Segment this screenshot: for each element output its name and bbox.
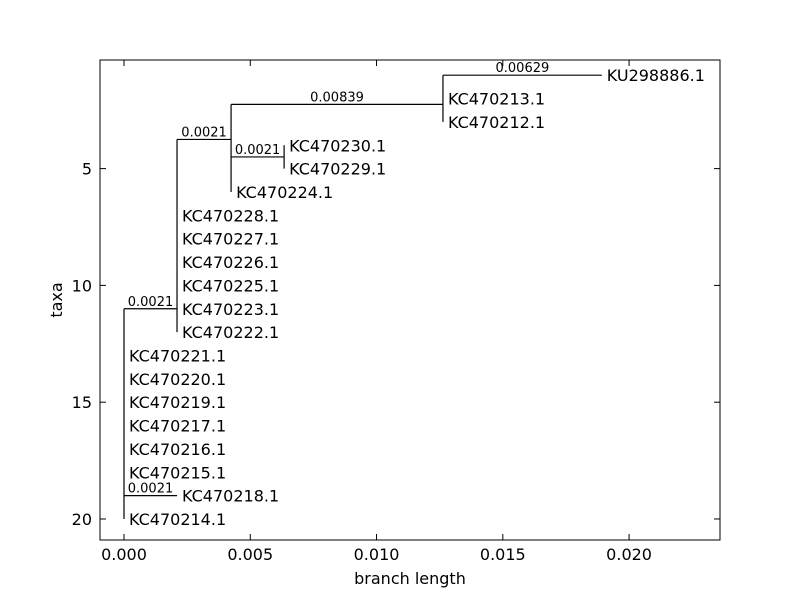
branch-length-label: 0.00839 [310,90,364,105]
leaf-label: KC470218.1 [182,487,279,506]
branch-length-label: 0.0021 [128,482,174,497]
label-layer: 0.0021 0.0021 0.00839 0.00629 0.0021 0.0021 KU… [128,61,705,529]
branch-length-label: 0.0021 [181,125,227,140]
y-tick-label: 15 [72,393,92,412]
x-tick-label: 0.020 [606,545,652,564]
tree-layer [123,74,602,519]
x-tick-label: 0.005 [227,545,273,564]
leaf-label: KC470227.1 [182,230,279,249]
leaf-label: KC470229.1 [289,160,386,179]
leaf-label: KC470220.1 [129,370,226,389]
leaf-label: KC470212.1 [448,113,545,132]
branch-length-label: 0.0021 [235,143,281,158]
x-axis: 0.000 0.005 0.010 0.015 0.020 [101,60,652,564]
leaf-label: KC470226.1 [182,253,279,272]
leaf-label: KU298886.1 [607,66,705,85]
y-tick-label: 10 [72,276,92,295]
y-tick-label: 5 [82,160,92,179]
leaf-label: KC470216.1 [129,440,226,459]
leaf-label: KC470223.1 [182,300,279,319]
x-tick-label: 0.010 [354,545,400,564]
leaf-label: KC470215.1 [129,463,226,482]
branch-length-label: 0.0021 [128,295,174,310]
leaf-label: KC470221.1 [129,346,226,365]
leaf-label: KC470225.1 [182,276,279,295]
y-axis-label: taxa [47,282,66,317]
x-tick-label: 0.000 [101,545,147,564]
leaf-label: KC470224.1 [236,183,333,202]
x-tick-label: 0.015 [480,545,526,564]
plot-frame [99,59,721,541]
leaf-label: KC470217.1 [129,417,226,436]
x-axis-label: branch length [354,569,466,588]
leaf-label: KC470230.1 [289,136,386,155]
y-axis: 5 10 15 20 [72,160,720,529]
y-tick-label: 20 [72,510,92,529]
leaf-label: KC470222.1 [182,323,279,342]
branch-length-label: 0.00629 [496,61,550,76]
leaf-label: KC470214.1 [129,510,226,529]
leaf-label: KC470219.1 [129,393,226,412]
leaf-label: KC470213.1 [448,90,545,109]
leaf-label: KC470228.1 [182,206,279,225]
